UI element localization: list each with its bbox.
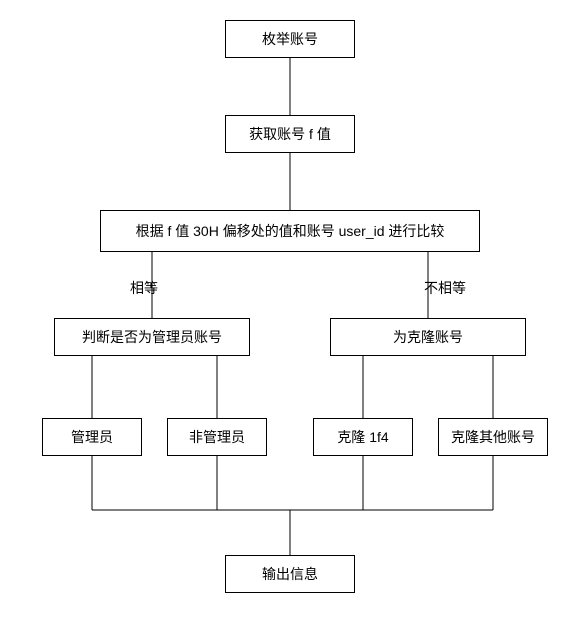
node-label: 输出信息	[262, 564, 318, 584]
node-is-clone: 为克隆账号	[330, 318, 526, 356]
node-label: 克隆 1f4	[337, 427, 388, 447]
node-label: 管理员	[71, 427, 113, 447]
node-output: 输出信息	[225, 555, 355, 593]
node-enum-account: 枚举账号	[225, 20, 355, 58]
node-clone-other: 克隆其他账号	[438, 418, 548, 456]
node-compare: 根据 f 值 30H 偏移处的值和账号 user_id 进行比较	[100, 210, 480, 252]
edge-label-equal: 相等	[130, 278, 158, 298]
node-admin: 管理员	[42, 418, 142, 456]
node-label: 非管理员	[189, 427, 245, 447]
node-label: 克隆其他账号	[451, 427, 535, 447]
edge-label-text: 不相等	[424, 280, 466, 296]
node-clone-1f4: 克隆 1f4	[313, 418, 413, 456]
node-label: 获取账号 f 值	[249, 124, 331, 144]
node-label: 为克隆账号	[393, 327, 463, 347]
edge-label-text: 相等	[130, 280, 158, 296]
edge-label-not-equal: 不相等	[424, 278, 466, 298]
node-label: 根据 f 值 30H 偏移处的值和账号 user_id 进行比较	[136, 221, 445, 241]
edges-layer	[0, 0, 580, 625]
node-check-admin: 判断是否为管理员账号	[54, 318, 250, 356]
node-label: 判断是否为管理员账号	[82, 327, 222, 347]
node-label: 枚举账号	[262, 29, 318, 49]
node-get-f-value: 获取账号 f 值	[225, 115, 355, 153]
node-not-admin: 非管理员	[167, 418, 267, 456]
